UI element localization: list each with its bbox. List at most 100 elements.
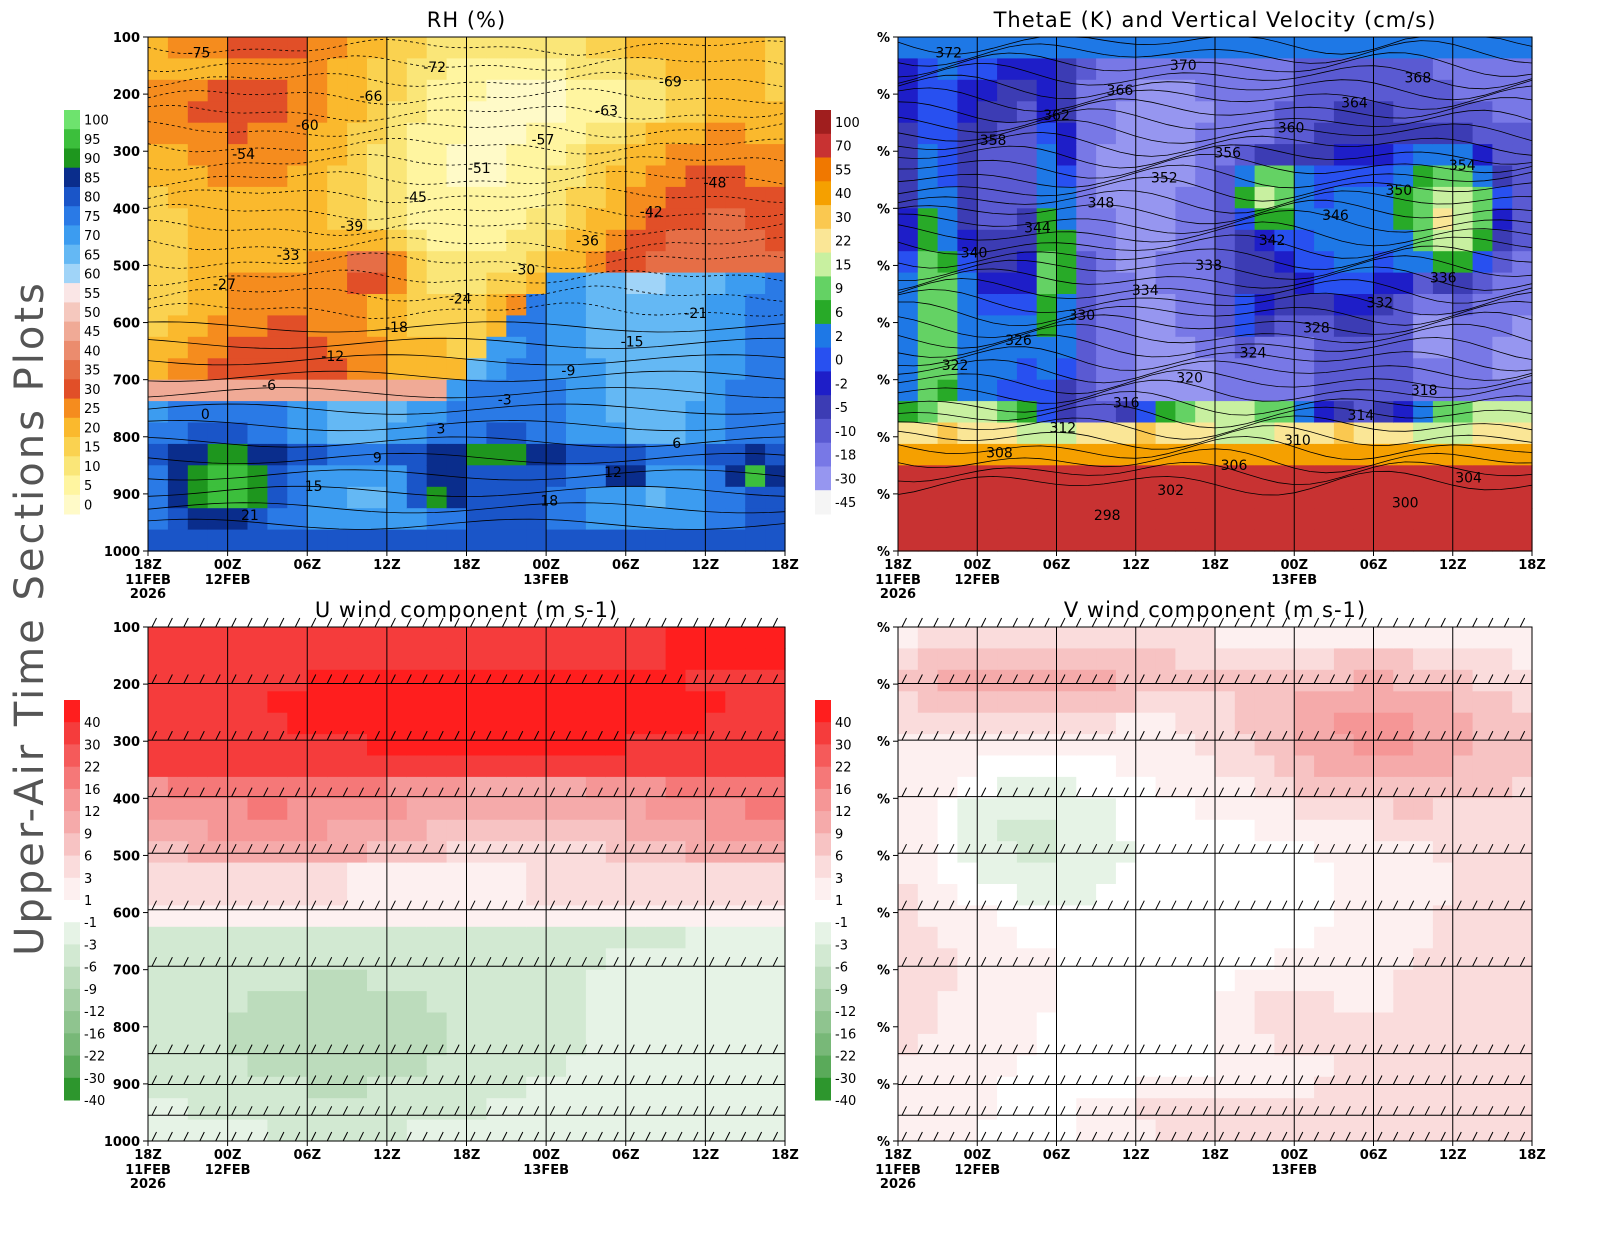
- wind-barb: [708, 730, 715, 741]
- heatmap-cell: [1492, 486, 1513, 509]
- heatmap-cell: [1056, 776, 1077, 799]
- heatmap-cell: [1492, 819, 1513, 842]
- heatmap-cell: [1195, 969, 1216, 992]
- heatmap-cell: [645, 37, 667, 59]
- heatmap-cell: [645, 776, 667, 799]
- wind-barb: [613, 617, 619, 628]
- heatmap-cell: [1512, 165, 1533, 188]
- heatmap-cell: [1353, 691, 1375, 714]
- heatmap-cell: [1492, 1076, 1513, 1099]
- colorbar-label: 50: [84, 306, 101, 321]
- heatmap-cell: [685, 101, 706, 124]
- heatmap-cell: [506, 755, 527, 778]
- heatmap-cell: [1333, 186, 1355, 209]
- heatmap-cell: [1254, 37, 1275, 59]
- wind-barb: [980, 674, 987, 684]
- heatmap-cell: [546, 122, 567, 145]
- heatmap-cell: [1115, 905, 1137, 928]
- wind-barb: [597, 900, 603, 910]
- heatmap-cell: [1413, 1055, 1434, 1078]
- heatmap-cell: [247, 165, 268, 188]
- heatmap-cell: [1254, 926, 1275, 949]
- wind-barb: [917, 1075, 923, 1085]
- heatmap-cell: [227, 648, 249, 671]
- heatmap-cell: [486, 755, 507, 778]
- heatmap-cell: [486, 315, 507, 338]
- heatmap-cell: [167, 79, 189, 102]
- heatmap-cell: [1215, 1098, 1236, 1121]
- heatmap-cell: [957, 1119, 978, 1142]
- heatmap-cell: [685, 755, 706, 778]
- wind-barb: [1361, 1044, 1367, 1054]
- heatmap-cell: [665, 465, 687, 488]
- heatmap-cell: [1096, 401, 1117, 424]
- heatmap-cell: [506, 422, 527, 445]
- heatmap-cell: [307, 884, 328, 906]
- heatmap-cell: [1254, 358, 1275, 381]
- heatmap-cell: [1195, 379, 1216, 402]
- heatmap-cell: [1373, 926, 1394, 949]
- heatmap-cell: [705, 969, 726, 992]
- colorbar-swatch: [64, 417, 80, 438]
- contour-label: 18: [540, 494, 558, 510]
- heatmap-cell: [645, 122, 667, 145]
- heatmap-cell: [406, 508, 428, 531]
- wind-barb: [151, 617, 157, 628]
- heatmap-cell: [645, 841, 667, 864]
- heatmap-cell: [426, 648, 448, 671]
- heatmap-cell: [977, 379, 998, 402]
- heatmap-cell: [486, 1012, 507, 1035]
- wind-barb: [708, 674, 715, 684]
- heatmap-cell: [1274, 648, 1295, 671]
- heatmap-cell: [426, 819, 448, 842]
- heatmap-cell: [625, 1012, 647, 1035]
- heatmap-cell: [585, 819, 607, 842]
- heatmap-cell: [267, 251, 288, 274]
- heatmap-cell: [446, 1076, 468, 1099]
- wind-barb: [422, 674, 428, 684]
- wind-barb: [1107, 1075, 1113, 1085]
- wind-barb: [517, 1075, 524, 1085]
- wind-barb: [1408, 1075, 1415, 1085]
- wind-barb: [1091, 900, 1098, 910]
- heatmap-cell: [725, 862, 746, 885]
- heatmap-cell: [466, 841, 487, 864]
- heatmap-cell: [1056, 691, 1077, 714]
- heatmap-cell: [546, 358, 567, 381]
- wind-barb: [1250, 674, 1256, 684]
- heatmap-cell: [645, 165, 667, 188]
- colorbar-swatch: [815, 744, 831, 768]
- heatmap-cell: [148, 315, 169, 338]
- wind-barb: [533, 956, 540, 967]
- heatmap-cell: [1096, 819, 1117, 842]
- heatmap-cell: [566, 443, 587, 466]
- wind-barb: [1392, 787, 1399, 797]
- heatmap-cell: [1135, 627, 1157, 649]
- heatmap-cell: [645, 1076, 667, 1099]
- heatmap-cell: [1432, 691, 1454, 714]
- heatmap-cell: [1274, 969, 1295, 992]
- heatmap-cell: [227, 101, 249, 124]
- wind-barb: [980, 843, 987, 854]
- heatmap-cell: [765, 1055, 786, 1078]
- wind-barb: [996, 1106, 1003, 1116]
- wind-barb: [183, 1106, 189, 1116]
- wind-barb: [1297, 900, 1304, 910]
- wind-barb: [1297, 1106, 1304, 1116]
- wind-barb: [294, 730, 301, 741]
- heatmap-cell: [1135, 529, 1157, 552]
- wind-barb: [278, 674, 285, 684]
- heatmap-cell: [625, 508, 647, 531]
- heatmap-cell: [446, 627, 468, 649]
- heatmap-cell: [187, 627, 209, 649]
- heatmap-cell: [1135, 186, 1157, 209]
- heatmap-cell: [1115, 1098, 1137, 1121]
- heatmap-cell: [1056, 1033, 1077, 1056]
- heatmap-cell: [1452, 755, 1474, 778]
- heatmap-cell: [386, 186, 408, 209]
- colorbar-swatch: [815, 395, 831, 420]
- heatmap-cell: [585, 58, 607, 81]
- heatmap-cell: [287, 508, 308, 531]
- colorbar-swatch: [815, 788, 831, 812]
- heatmap-cell: [187, 1098, 209, 1121]
